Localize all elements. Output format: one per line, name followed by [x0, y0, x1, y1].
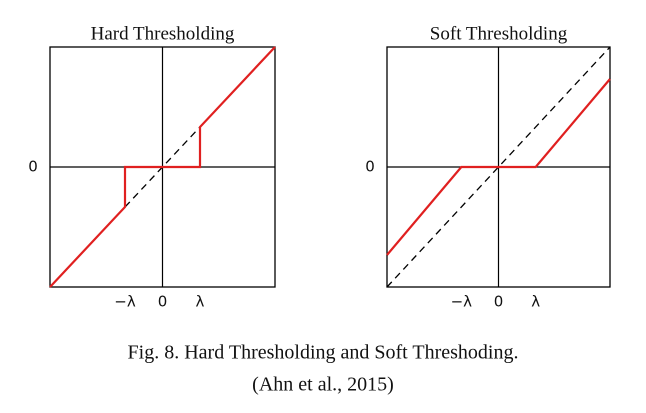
- y-tick-label: 0: [28, 158, 38, 176]
- threshold-line: [386, 78, 611, 256]
- y-tick-label: 0: [365, 158, 375, 176]
- chart-title: Hard Thresholding: [91, 23, 235, 44]
- caption-source: (Ahn et al., 2015): [252, 374, 394, 396]
- reference-line: [386, 46, 611, 288]
- chart-title: Soft Thresholding: [430, 23, 568, 44]
- x-tick-label: −λ: [451, 293, 473, 311]
- x-tick-label: 0: [158, 293, 168, 311]
- threshold-line: [49, 46, 276, 288]
- x-tick-label: 0: [494, 293, 504, 311]
- x-tick-label: λ: [531, 293, 540, 311]
- x-tick-label: λ: [196, 293, 205, 311]
- caption: Fig. 8. Hard Thresholding and Soft Thres…: [128, 342, 519, 364]
- x-tick-label: −λ: [114, 293, 136, 311]
